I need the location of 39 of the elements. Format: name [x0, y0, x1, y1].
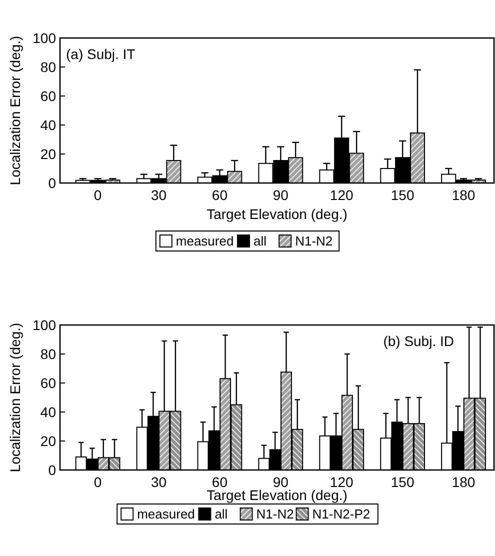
y-tick-label: 40	[40, 404, 56, 420]
x-tick-label: 150	[390, 187, 414, 203]
x-axis-title: Target Elevation (deg.)	[206, 487, 348, 503]
legend-label: N1-N2-P2	[312, 506, 370, 522]
y-tick-label: 60	[40, 88, 56, 104]
x-tick-label: 120	[330, 187, 354, 203]
x-tick-label: 180	[452, 474, 476, 490]
legend-label: N1-N2	[295, 234, 333, 249]
x-tick-label: 0	[94, 187, 102, 203]
y-tick-label: 20	[40, 146, 56, 162]
text: (a) Subj. IT	[66, 46, 136, 62]
y-tick-label: 60	[40, 374, 56, 391]
legend-label: N1-N2	[256, 506, 294, 522]
y-tick-label: 0	[48, 462, 56, 478]
y-axis-title: Localization Error (deg.)	[7, 322, 23, 472]
y-tick-label: 0	[48, 174, 56, 191]
text: (b) Subj. ID	[383, 333, 454, 349]
y-tick-label: 40	[40, 116, 56, 133]
y-axis-title: Localization Error (deg.)	[7, 36, 23, 186]
y-tick-label: 100	[32, 30, 56, 46]
legend-label: all	[254, 234, 267, 249]
x-tick-label: 0	[94, 474, 102, 490]
x-tick-label: 90	[272, 187, 289, 203]
x-tick-label: 120	[330, 474, 354, 490]
x-tick-label: 90	[272, 474, 289, 490]
y-tick-label: 100	[32, 316, 56, 333]
legend-label: all	[214, 506, 228, 522]
x-axis-title: Target Elevation (deg.)	[206, 206, 348, 222]
x-tick-label: 180	[452, 187, 476, 203]
x-tick-label: 60	[212, 187, 228, 203]
legend-label: measured	[137, 506, 195, 522]
legend-label: measured	[176, 234, 234, 249]
y-tick-label: 80	[40, 58, 56, 75]
y-tick-label: 80	[40, 346, 56, 362]
x-tick-label: 150	[390, 474, 414, 490]
y-tick-label: 20	[40, 432, 56, 449]
x-tick-label: 60	[212, 474, 228, 490]
x-tick-label: 30	[150, 187, 167, 203]
x-tick-label: 30	[150, 474, 167, 490]
